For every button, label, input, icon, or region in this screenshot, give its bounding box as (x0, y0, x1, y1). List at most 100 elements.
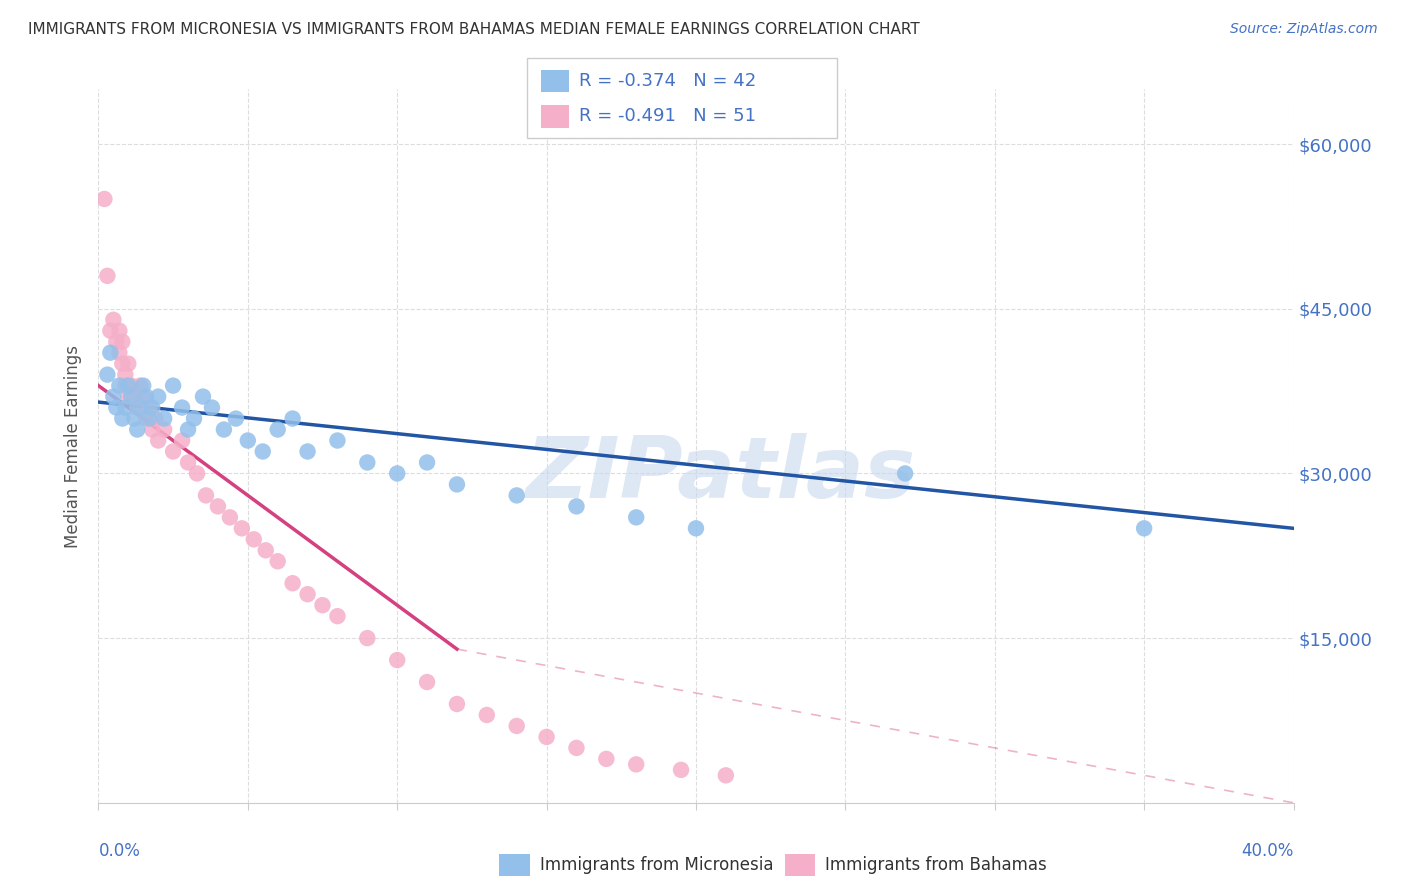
Point (267, 554, 290, 568)
Point (162, 444, 184, 458)
Point (225, 411, 247, 425)
Point (135, 390, 157, 404)
Point (127, 423, 149, 437)
Point (177, 423, 200, 437)
Text: 40.0%: 40.0% (1241, 842, 1294, 860)
Point (446, 697, 468, 711)
Point (595, 752, 617, 766)
Point (141, 401, 163, 415)
Text: 0.0%: 0.0% (98, 842, 141, 860)
Point (626, 757, 648, 772)
Point (120, 378, 142, 392)
Point (138, 411, 160, 425)
Point (153, 423, 176, 437)
Point (111, 411, 134, 425)
Point (114, 401, 136, 415)
Point (243, 533, 266, 547)
Text: Source: ZipAtlas.com: Source: ZipAtlas.com (1230, 22, 1378, 37)
Point (162, 378, 184, 392)
Point (183, 411, 205, 425)
Point (120, 390, 142, 404)
Text: R = -0.374   N = 42: R = -0.374 N = 42 (579, 71, 756, 90)
Point (236, 434, 259, 448)
Point (714, 768, 737, 782)
Point (281, 411, 304, 425)
Point (124, 411, 146, 425)
Point (475, 708, 498, 723)
Point (565, 500, 588, 514)
Point (281, 576, 304, 591)
Point (191, 390, 214, 404)
Point (177, 455, 200, 469)
Point (254, 543, 277, 558)
Point (105, 334, 128, 349)
Point (100, 324, 122, 338)
Point (356, 631, 378, 645)
Point (96, 268, 118, 283)
Point (326, 609, 349, 624)
Point (565, 740, 588, 755)
Point (416, 455, 439, 469)
Point (96, 368, 118, 382)
Point (143, 411, 166, 425)
Point (252, 444, 274, 458)
Point (153, 411, 176, 425)
Point (132, 378, 155, 392)
Point (267, 423, 290, 437)
Point (148, 390, 170, 404)
Point (626, 510, 648, 524)
Point (129, 378, 152, 392)
Point (311, 598, 333, 612)
Point (93, 192, 115, 206)
Text: IMMIGRANTS FROM MICRONESIA VS IMMIGRANTS FROM BAHAMAS MEDIAN FEMALE EARNINGS COR: IMMIGRANTS FROM MICRONESIA VS IMMIGRANTS… (28, 22, 920, 37)
Point (108, 324, 131, 338)
Point (416, 675, 439, 690)
Point (297, 444, 319, 458)
Point (127, 401, 149, 415)
Point (195, 488, 218, 502)
Point (105, 401, 128, 415)
Point (231, 521, 253, 535)
Point (114, 368, 136, 382)
Point (148, 434, 170, 448)
Point (132, 390, 155, 404)
Text: Immigrants from Bahamas: Immigrants from Bahamas (825, 856, 1047, 874)
Point (117, 390, 139, 404)
Point (141, 423, 163, 437)
Point (894, 467, 917, 481)
Point (446, 477, 468, 491)
Point (207, 500, 229, 514)
Point (103, 390, 125, 404)
Point (114, 378, 136, 392)
Point (219, 510, 242, 524)
Point (201, 401, 224, 415)
Point (186, 467, 208, 481)
Point (138, 401, 160, 415)
Point (326, 434, 349, 448)
Point (108, 378, 131, 392)
Point (100, 345, 122, 359)
Point (111, 334, 134, 349)
Y-axis label: Median Female Earnings: Median Female Earnings (65, 344, 83, 548)
Point (506, 488, 529, 502)
Point (172, 401, 194, 415)
Text: ZIPatlas: ZIPatlas (524, 433, 915, 516)
Point (536, 730, 558, 744)
Point (297, 587, 319, 601)
Point (135, 411, 157, 425)
Point (1133, 521, 1156, 535)
Point (129, 401, 152, 415)
Point (172, 434, 194, 448)
Point (212, 423, 235, 437)
Text: R = -0.491   N = 51: R = -0.491 N = 51 (579, 107, 756, 126)
Point (117, 378, 139, 392)
Point (111, 357, 134, 371)
Point (117, 357, 139, 371)
Point (685, 521, 707, 535)
Point (669, 763, 692, 777)
Point (385, 653, 409, 667)
Point (108, 345, 131, 359)
Point (506, 719, 529, 733)
Point (103, 312, 125, 326)
Point (124, 390, 146, 404)
